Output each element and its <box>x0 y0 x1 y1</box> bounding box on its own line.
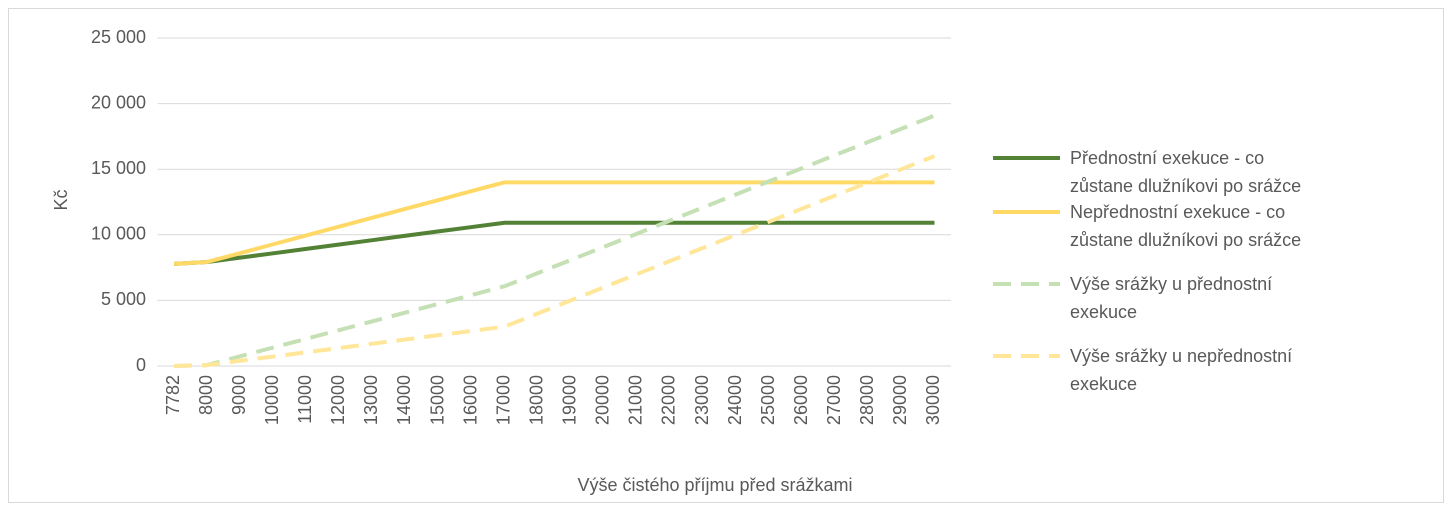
x-tick-label: 29000 <box>890 375 910 425</box>
series-line <box>173 113 936 368</box>
x-tick-label: 24000 <box>725 375 745 425</box>
x-tick-label: 13000 <box>361 375 381 425</box>
x-tick-label: 22000 <box>659 375 679 425</box>
x-tick-label: 12000 <box>328 375 348 425</box>
x-tick-label: 16000 <box>460 375 480 425</box>
x-tick-label: 23000 <box>692 375 712 425</box>
y-tick-label: 15 000 <box>91 158 146 178</box>
y-axis-title: Kč <box>51 189 71 210</box>
legend-label: Výše srážky u nepřednostní exekuce <box>1070 346 1293 394</box>
y-tick-label: 0 <box>136 355 146 375</box>
x-tick-label: 19000 <box>560 375 580 425</box>
legend-label: Výše srážky u přednostní exekuce <box>1070 274 1273 322</box>
legend-label: Přednostní exekuce - co zůstane dlužníko… <box>1070 148 1302 196</box>
x-tick-label: 8000 <box>196 375 216 415</box>
x-tick-label: 21000 <box>626 375 646 425</box>
x-tick-label: 9000 <box>229 375 249 415</box>
x-tick-label: 10000 <box>262 375 282 425</box>
x-tick-label: 11000 <box>295 375 315 424</box>
legend-label: Nepřednostní exekuce - co zůstane dlužní… <box>1070 202 1302 250</box>
x-tick-label: 17000 <box>493 375 513 425</box>
x-tick-label: 28000 <box>857 375 877 425</box>
x-tick-label: 25000 <box>758 375 778 425</box>
series-line <box>173 154 936 368</box>
x-tick-label: 27000 <box>824 375 844 425</box>
x-axis-title: Výše čistého příjmu před srážkami <box>577 475 852 495</box>
y-tick-label: 5 000 <box>101 289 146 309</box>
x-tick-label: 15000 <box>427 375 447 425</box>
x-tick-label: 30000 <box>923 375 943 425</box>
x-tick-label: 7782 <box>163 375 183 415</box>
series-line <box>173 180 935 266</box>
x-tick-label: 14000 <box>394 375 414 425</box>
x-tick-label: 20000 <box>593 375 613 425</box>
x-tick-label: 18000 <box>526 375 546 425</box>
y-tick-label: 10 000 <box>91 224 146 244</box>
series-line <box>173 220 935 266</box>
y-tick-label: 25 000 <box>91 27 146 47</box>
x-tick-label: 26000 <box>791 375 811 425</box>
y-tick-label: 20 000 <box>91 92 146 112</box>
